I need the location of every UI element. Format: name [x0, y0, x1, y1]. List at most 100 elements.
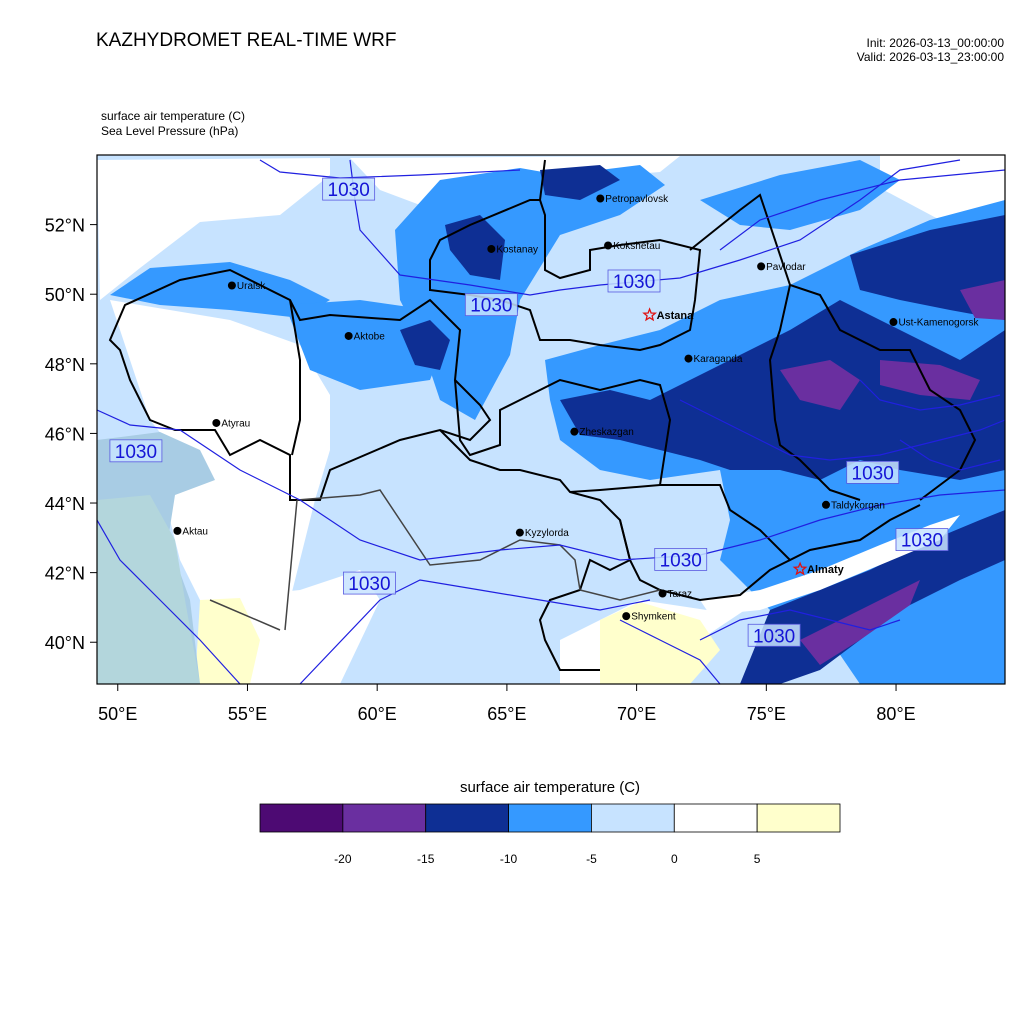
isobar-labels: 1030 1030 1030 1030 1030 1030 1030 1030 1030 — [109, 177, 949, 647]
axis-ticks: 50°E 55°E 60°E 65°E 70°E 75°E 80°E 52°N 50°N 48°N… — [45, 216, 916, 724]
city-label: Aktau — [182, 526, 208, 537]
colorbar-tick-label: 5 — [753, 852, 761, 866]
city-label: Taldykorgan — [831, 500, 885, 511]
hot-region-south-west — [195, 598, 260, 684]
city-label: Zheskazgan — [579, 427, 633, 438]
lat-tick-label: 50°N — [45, 285, 85, 305]
colorbar-swatch — [591, 803, 675, 833]
valid-time: Valid: 2026-03-13_23:00:00 — [856, 50, 1004, 64]
colorbar-tick-label: 0 — [670, 852, 678, 866]
very-cold-region-central — [560, 300, 1005, 480]
city-label: Petropavlovsk — [605, 194, 669, 205]
city-dot-icon — [622, 612, 631, 621]
isobar-label: 1030 — [753, 626, 795, 647]
isobar-label: 1030 — [470, 296, 512, 317]
lon-tick-label: 50°E — [98, 704, 137, 724]
city-label: Pavlodar — [766, 262, 806, 273]
lon-tick-label: 80°E — [876, 704, 915, 724]
caspian-shallow — [97, 495, 200, 684]
lon-tick-label: 65°E — [487, 704, 526, 724]
city-dot-icon — [821, 500, 830, 509]
variable-label-pressure: Sea Level Pressure (hPa) — [101, 124, 239, 138]
init-valid-time: Init: 2026-03-13_00:00:00 Valid: 2026-03… — [857, 36, 1004, 64]
weather-map: 50°E 55°E 60°E 65°E 70°E 75°E 80°E 52°N 50°N 48°N… — [45, 154, 1006, 724]
city-label: Kostanay — [496, 244, 538, 255]
isobar-label-box — [109, 439, 163, 463]
lat-tick-label: 42°N — [45, 564, 85, 584]
lat-tick-label: 48°N — [45, 355, 85, 375]
isobar-label: 1030 — [613, 272, 655, 293]
very-cold-region-north — [540, 165, 620, 200]
city-dot-icon — [684, 354, 693, 363]
city-label: Shymkent — [631, 612, 676, 623]
city-dot-icon — [487, 244, 496, 253]
city-label: Almaty — [807, 564, 845, 576]
city-dot-icon — [889, 318, 898, 327]
colorbar-swatch — [425, 803, 509, 833]
city-markers: Petropavlovsk Kostanay Kokshetau Uralsk Pavl… — [173, 194, 979, 623]
isobar-label: 1030 — [115, 442, 157, 463]
city-label: Taraz — [668, 589, 692, 600]
isobar-label-box — [607, 269, 661, 293]
isobar-label: 1030 — [348, 574, 390, 595]
variable-label-temperature: surface air temperature (C) — [101, 109, 246, 123]
lat-tick-label: 40°N — [45, 633, 85, 653]
capital-star-icon — [642, 307, 657, 322]
mountain-warm-streak — [700, 515, 960, 615]
country-borders — [209, 489, 661, 631]
colorbar-tick-label: -20 — [334, 852, 352, 866]
map-frame — [96, 154, 1006, 685]
lon-tick-label: 60°E — [358, 704, 397, 724]
city-dot-icon — [596, 194, 605, 203]
colorbar-tick-label: -10 — [499, 852, 518, 866]
lon-tick-label: 70°E — [617, 704, 656, 724]
colorbar-swatch — [259, 803, 344, 833]
isobar-label: 1030 — [328, 180, 370, 201]
isobar-label-box — [846, 460, 900, 484]
isobars — [97, 159, 1005, 684]
city-label: Karaganda — [693, 354, 742, 365]
extreme-cold-region-4 — [960, 280, 1005, 320]
warm-region-east — [880, 155, 1005, 220]
warm-region-west-kz — [110, 300, 330, 600]
colorbar-tick-label: -15 — [417, 852, 435, 866]
city-label: Kokshetau — [613, 241, 660, 252]
colorbar-swatch — [508, 803, 592, 833]
isobar-label: 1030 — [660, 550, 702, 571]
isobar-label: 1030 — [901, 531, 943, 552]
lat-tick-label: 52°N — [45, 216, 85, 236]
isobar-label-box — [464, 293, 518, 317]
isobar-label: 1030 — [852, 463, 894, 484]
city-label: Aktobe — [354, 331, 386, 342]
extreme-cold-region-3 — [800, 580, 920, 665]
city-dot-icon — [658, 589, 667, 598]
lon-tick-label: 75°E — [747, 704, 786, 724]
city-dot-icon — [570, 427, 579, 436]
isobar-label-box — [654, 548, 708, 571]
city-dot-icon — [227, 281, 236, 290]
city-label: Kyzylorda — [525, 528, 569, 539]
city-dot-icon — [515, 528, 524, 537]
colorbar-swatch — [342, 803, 427, 833]
lon-tick-label: 55°E — [228, 704, 267, 724]
very-cold-region-aktobe — [400, 320, 450, 370]
very-cold-region-kostanay — [445, 215, 505, 280]
extreme-cold-region-1 — [780, 360, 860, 410]
city-dot-icon — [604, 241, 613, 250]
hot-region-south — [600, 602, 720, 684]
city-dot-icon — [173, 526, 182, 535]
colorbar-swatch — [756, 803, 841, 833]
isobar-label-box — [747, 623, 801, 647]
lat-tick-label: 44°N — [45, 494, 85, 514]
warm-region-west — [97, 158, 330, 300]
city-label: Atyrau — [221, 418, 250, 429]
colorbar-tick-label: -5 — [586, 852, 597, 866]
capital-star-icon — [792, 561, 808, 576]
extreme-cold-region-2 — [880, 360, 980, 400]
city-label: Uralsk — [237, 281, 266, 292]
colorbar-title: surface air temperature (C) — [459, 779, 641, 796]
city-label: Astana — [657, 310, 695, 322]
colorbar — [259, 803, 841, 833]
colorbar-swatch — [673, 803, 758, 833]
isobar-label-box — [342, 571, 396, 595]
